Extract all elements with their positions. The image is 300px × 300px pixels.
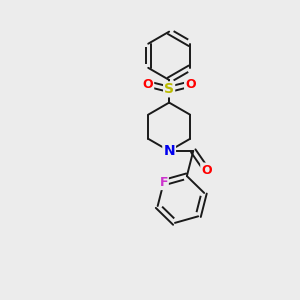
Text: F: F — [159, 176, 168, 189]
Text: N: N — [163, 144, 175, 158]
Text: O: O — [185, 77, 196, 91]
Text: O: O — [142, 77, 153, 91]
Text: S: S — [164, 82, 174, 96]
Text: O: O — [201, 164, 212, 176]
